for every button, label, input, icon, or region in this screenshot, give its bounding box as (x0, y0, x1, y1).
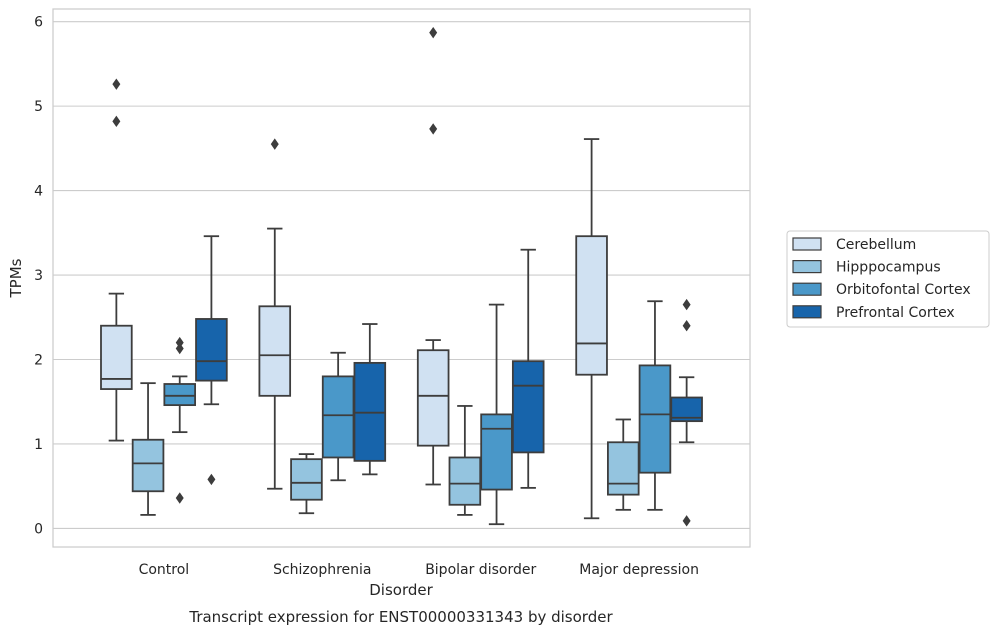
box-iqr (321, 375, 355, 459)
outlier-point (175, 492, 184, 504)
outlier-point (682, 515, 691, 527)
y-tick-label: 5 (34, 99, 43, 115)
box-group (290, 453, 323, 515)
outlier-point (175, 336, 184, 349)
box-iqr (480, 413, 513, 491)
figure-caption: Transcript expression for ENST0000033134… (188, 608, 613, 626)
x-axis-label: Disorder (369, 581, 433, 599)
legend-items: Cerebellum Hipppocampus Orbitofontal Corte… (792, 237, 971, 321)
legend-label: Orbitofontal Cortex (836, 282, 971, 298)
y-tick-label: 6 (34, 15, 43, 31)
box-iqr (638, 364, 672, 474)
y-tick-label: 1 (34, 437, 43, 453)
legend-label: Prefrontal Cortex (836, 305, 955, 321)
x-tick-label: Control (139, 562, 190, 578)
outlier-point (429, 26, 438, 39)
box-group (195, 235, 228, 486)
box-iqr (448, 456, 482, 506)
box-group (163, 336, 196, 504)
box-iqr (195, 318, 228, 382)
box-iqr (607, 441, 640, 496)
box-iqr (575, 235, 608, 376)
outlier-point (112, 78, 121, 90)
box-group (258, 138, 292, 490)
legend-label: Cerebellum (836, 237, 916, 253)
legend-swatch (792, 305, 822, 319)
box-group (670, 298, 703, 527)
y-tick-label: 0 (34, 521, 43, 537)
box-group (353, 323, 387, 476)
y-tick-label: 2 (34, 353, 43, 369)
box-group (480, 303, 513, 526)
box-iqr (416, 349, 450, 447)
outlier-point (175, 342, 184, 355)
box-iqr (290, 458, 323, 501)
box-group (607, 418, 640, 511)
x-tick-label: Bipolar disorder (425, 562, 536, 578)
x-tick-label: Major depression (579, 562, 699, 578)
box-iqr (163, 383, 196, 407)
y-tick-label: 3 (34, 268, 43, 284)
outlier-point (429, 123, 438, 135)
grid-lines (53, 21, 750, 529)
box-group (575, 138, 608, 520)
legend: Cerebellum Hipppocampus Orbitofontal Corte… (786, 230, 990, 328)
boxes (100, 26, 703, 527)
outlier-point (207, 473, 216, 486)
box-group (131, 382, 165, 516)
box-group (100, 78, 133, 442)
y-axis-label: TPMs (7, 258, 25, 298)
legend-swatch (792, 282, 822, 296)
box-iqr (511, 360, 545, 454)
box-group (416, 26, 450, 486)
outlier-point (270, 138, 279, 150)
box-group (321, 351, 355, 482)
y-tick-labels: 0 1 2 3 4 5 6 (34, 15, 43, 538)
legend-swatch (792, 237, 822, 251)
legend-frame (786, 230, 990, 328)
box-iqr (670, 396, 703, 423)
plot-area-frame (52, 8, 751, 548)
outlier-point (112, 115, 121, 128)
legend-label: Hipppocampus (836, 260, 941, 276)
outlier-point (682, 298, 691, 311)
box-group (638, 300, 672, 511)
box-iqr (131, 438, 165, 493)
legend-swatch (792, 260, 822, 274)
x-tick-labels: Control Schizophrenia Bipolar disorder Majo… (139, 562, 699, 578)
box-group (448, 405, 482, 516)
x-tick-label: Schizophrenia (273, 562, 371, 578)
y-tick-label: 4 (34, 184, 43, 200)
outlier-point (682, 320, 691, 332)
box-group (511, 248, 545, 489)
box-iqr (258, 305, 292, 397)
